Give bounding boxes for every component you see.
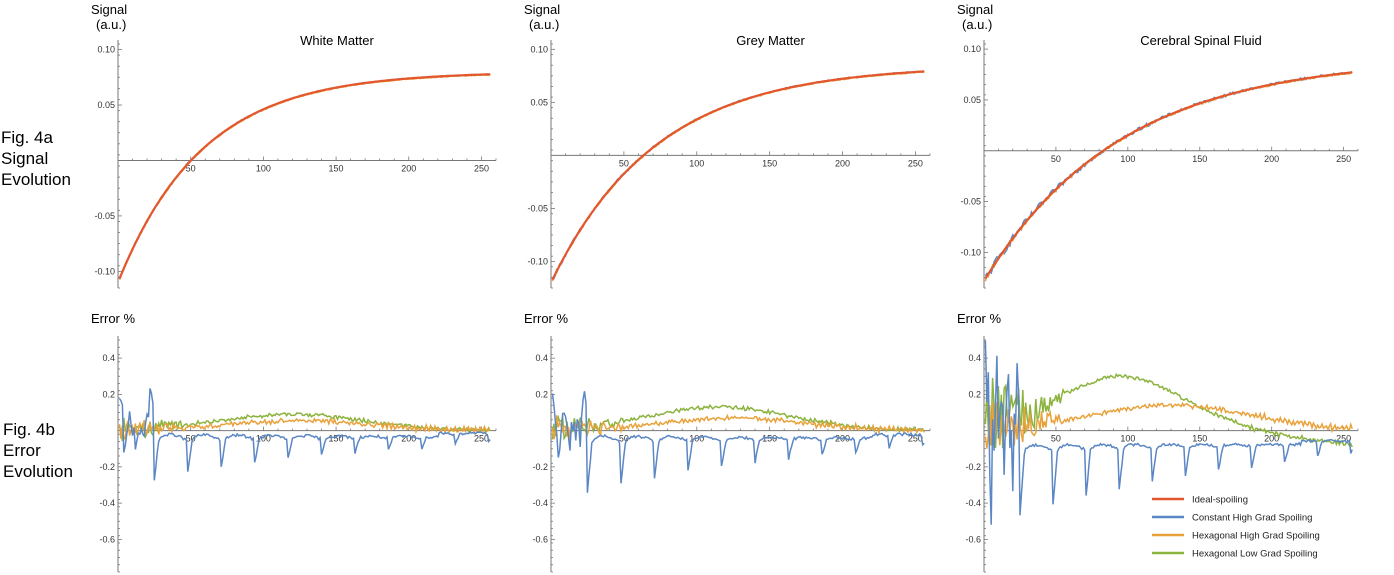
x-tick-label: 200 [401, 434, 416, 444]
legend-label-constant_high: Constant High Grad Spoiling [1192, 513, 1312, 524]
x-tick-label: 250 [474, 434, 489, 444]
y-axis-label: Error % [91, 311, 136, 326]
x-tick-label: 200 [835, 158, 850, 168]
legend: Ideal-spoiling Constant High Grad Spoilin… [1152, 495, 1320, 560]
y-tick-label: -0.05 [527, 203, 548, 213]
x-tick-label: 50 [619, 434, 629, 444]
chart-signal-wm: 50 100 150 200 250 -0.10 -0.05 0.05 0.10 Signal (a… [91, 2, 497, 289]
series-line-constant_high [118, 388, 491, 481]
y-tick-label: -0.6 [99, 534, 115, 544]
x-tick-label: 100 [1120, 154, 1135, 164]
x-tick-label: 150 [1192, 154, 1207, 164]
y-axis-label: Signal (a.u.) [957, 2, 993, 32]
x-tick-label: 50 [186, 163, 196, 173]
x-tick-label: 100 [256, 434, 271, 444]
x-tick-label: 50 [1051, 434, 1061, 444]
y-tick-label: -0.05 [94, 211, 115, 221]
series-line-ideal [551, 70, 925, 281]
y-tick-label: 0.2 [102, 389, 115, 399]
series-line-hexagonal_high [118, 417, 491, 442]
y-tick-label: -0.10 [527, 256, 548, 266]
chart-signal-gm: 50 100 150 200 250 -0.10 -0.05 0.05 0.10 Signal (a… [524, 2, 931, 289]
y-tick-label: 0.10 [530, 44, 548, 54]
y-tick-label: -0.6 [965, 534, 981, 544]
series-line-constant_high [984, 340, 1353, 525]
y-axis-label: Error % [524, 311, 569, 326]
series-line-constant_high [984, 71, 1353, 277]
y-tick-label: -0.4 [99, 498, 115, 508]
series-line-hexagonal_high [551, 413, 925, 441]
x-tick-label: 50 [1051, 154, 1061, 164]
y-tick-label: 0.2 [535, 389, 548, 399]
x-tick-label: 150 [762, 434, 777, 444]
row-label-signal: Fig. 4a Signal Evolution [1, 128, 71, 189]
x-tick-label: 250 [1336, 434, 1351, 444]
x-tick-label: 250 [1336, 154, 1351, 164]
y-tick-label: -0.10 [94, 266, 115, 276]
y-axis-label: Error % [957, 311, 1002, 326]
x-tick-label: 200 [1264, 434, 1279, 444]
y-tick-label: 0.05 [97, 100, 115, 110]
x-tick-label: 150 [329, 163, 344, 173]
series-line-ideal [118, 73, 491, 280]
series-line-hexagonal_high [984, 71, 1353, 282]
y-tick-label: 0.10 [963, 44, 981, 54]
x-tick-label: 200 [401, 163, 416, 173]
row-label-error: Fig. 4b Error Evolution [3, 420, 73, 481]
legend-label-ideal: Ideal-spoiling [1192, 495, 1248, 506]
x-tick-label: 100 [256, 163, 271, 173]
chart-error-csf: 50 100 150 200 250 -0.6 -0.4 -0.2 0.2 0.4 Error % [957, 311, 1359, 573]
y-tick-label: -0.4 [532, 498, 548, 508]
series-line-hexagonal_low [118, 73, 491, 279]
x-tick-label: 250 [474, 163, 489, 173]
y-tick-label: -0.4 [965, 498, 981, 508]
y-tick-label: -0.05 [960, 197, 981, 207]
series-line-ideal [984, 71, 1353, 280]
x-tick-label: 150 [762, 158, 777, 168]
chart-title: Cerebral Spinal Fluid [1140, 33, 1261, 48]
legend-label-hexagonal_low: Hexagonal Low Grad Spoiling [1192, 549, 1318, 560]
y-tick-label: -0.6 [532, 534, 548, 544]
legend-label-hexagonal_high: Hexagonal High Grad Spoiling [1192, 531, 1320, 542]
y-tick-label: 0.2 [968, 389, 981, 399]
x-tick-label: 100 [689, 158, 704, 168]
y-tick-label: 0.05 [530, 97, 548, 107]
series-line-hexagonal_high [551, 71, 925, 282]
series-line-constant_high [118, 73, 491, 279]
y-tick-label: -0.2 [99, 462, 115, 472]
y-tick-label: -0.2 [965, 462, 981, 472]
y-tick-label: 0.05 [963, 95, 981, 105]
chart-error-wm: 50 100 150 200 250 -0.6 -0.4 -0.2 0.2 0.4 Error % [91, 311, 497, 573]
y-tick-label: -0.2 [532, 462, 548, 472]
chart-title: Grey Matter [736, 33, 805, 48]
x-tick-label: 150 [1192, 434, 1207, 444]
y-tick-label: 0.4 [535, 353, 548, 363]
series-line-hexagonal_low [984, 372, 1353, 449]
y-axis-label: Signal (a.u.) [524, 2, 560, 32]
x-tick-label: 250 [908, 158, 923, 168]
y-tick-label: 0.4 [968, 353, 981, 363]
x-tick-label: 100 [1120, 434, 1135, 444]
series-line-hexagonal_low [984, 70, 1353, 280]
chart-signal-csf: 50 100 150 200 250 -0.10 -0.05 0.05 0.10 Signal (a… [957, 2, 1359, 289]
x-tick-label: 50 [619, 158, 629, 168]
y-tick-label: -0.10 [960, 247, 981, 257]
chart-title: White Matter [300, 33, 374, 48]
y-axis-label: Signal (a.u.) [91, 2, 127, 32]
y-tick-label: 0.4 [102, 353, 115, 363]
series-line-hexagonal_low [551, 403, 925, 441]
x-tick-label: 200 [1264, 154, 1279, 164]
x-tick-label: 150 [329, 434, 344, 444]
series-line-hexagonal_high [984, 401, 1353, 449]
y-tick-label: 0.10 [97, 45, 115, 55]
series-line-constant_high [551, 391, 925, 493]
x-tick-label: 50 [186, 434, 196, 444]
x-tick-label: 250 [908, 434, 923, 444]
